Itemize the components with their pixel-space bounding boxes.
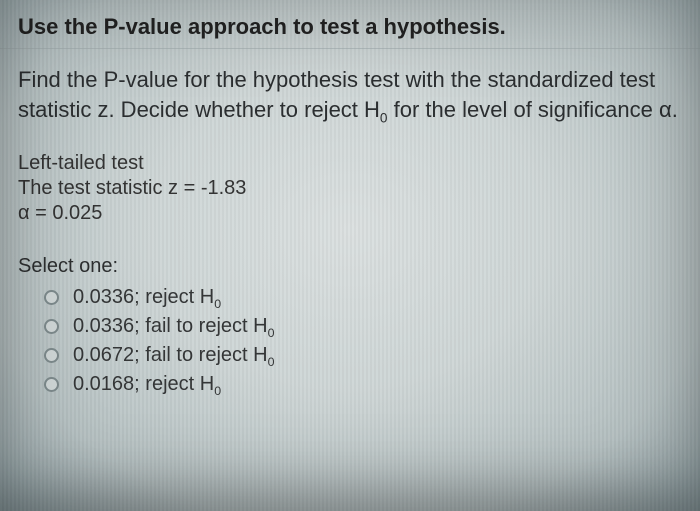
radio-icon [44, 290, 59, 305]
option-value: 0.0168 [73, 373, 134, 395]
option-c[interactable]: 0.0672; fail to reject H0 [44, 344, 682, 367]
option-h0-subscript: 0 [268, 326, 275, 340]
given-tail: Left-tailed test [18, 152, 682, 175]
option-label: 0.0336; fail to reject H0 [73, 315, 274, 338]
option-label: 0.0672; fail to reject H0 [73, 344, 274, 367]
select-one-label: Select one: [18, 255, 682, 278]
given-alpha: α = 0.025 [18, 202, 682, 225]
option-a[interactable]: 0.0336; reject H0 [44, 286, 682, 309]
option-label: 0.0168; reject H0 [73, 373, 221, 396]
prompt-h0-subscript: 0 [380, 110, 388, 125]
option-h0-subscript: 0 [214, 384, 221, 398]
option-b[interactable]: 0.0336; fail to reject H0 [44, 315, 682, 338]
option-decision: fail to reject H [145, 344, 267, 366]
prompt-line-2-suffix: for the level of significance α. [388, 97, 678, 122]
radio-icon [44, 377, 59, 392]
option-h0-subscript: 0 [214, 297, 221, 311]
option-value: 0.0672 [73, 344, 134, 366]
prompt-line-1: Find the P-value for the hypothesis test… [18, 67, 655, 92]
question-heading: Use the P-value approach to test a hypot… [18, 14, 682, 40]
option-decision: reject H [145, 286, 214, 308]
option-decision: reject H [145, 373, 214, 395]
question-prompt: Find the P-value for the hypothesis test… [18, 65, 682, 124]
option-d[interactable]: 0.0168; reject H0 [44, 373, 682, 396]
given-z: The test statistic z = -1.83 [18, 177, 682, 200]
prompt-line-2-prefix: statistic z. Decide whether to reject H [18, 97, 380, 122]
option-value: 0.0336 [73, 315, 134, 337]
options-group: 0.0336; reject H0 0.0336; fail to reject… [18, 286, 682, 396]
radio-icon [44, 348, 59, 363]
option-decision: fail to reject H [145, 315, 267, 337]
divider [0, 48, 700, 49]
option-value: 0.0336 [73, 286, 134, 308]
option-h0-subscript: 0 [268, 355, 275, 369]
radio-icon [44, 319, 59, 334]
given-block: Left-tailed test The test statistic z = … [18, 152, 682, 225]
option-label: 0.0336; reject H0 [73, 286, 221, 309]
question-card: Use the P-value approach to test a hypot… [0, 0, 700, 396]
